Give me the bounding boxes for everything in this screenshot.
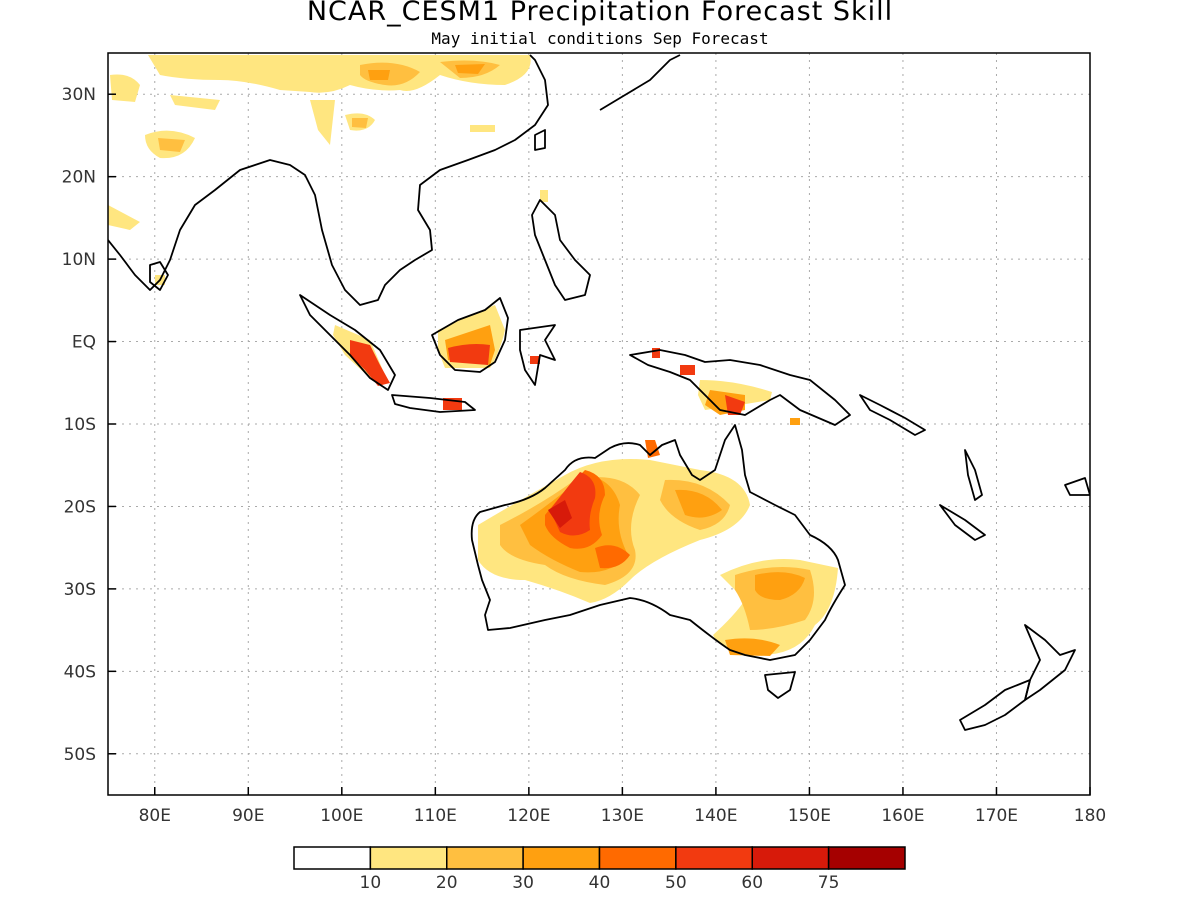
lon-tick-label: 160E: [881, 806, 924, 826]
lon-tick-label: 180: [1074, 806, 1106, 826]
new-guinea-coast: [629, 349, 851, 426]
nz-north-coast: [1024, 624, 1076, 701]
sumatra-coast: [299, 294, 396, 391]
sulawesi-coast: [519, 324, 556, 386]
colorbar-swatch: [446, 846, 524, 870]
colorbar-label: 50: [665, 873, 687, 893]
lon-tick-label: 130E: [601, 806, 644, 826]
colorbar-label: 60: [741, 873, 763, 893]
colorbar-label: 40: [589, 873, 611, 893]
lon-tick-label: 90E: [232, 806, 264, 826]
coastlines: [108, 54, 1090, 731]
solomons-coast: [859, 394, 926, 436]
colorbar-label: 30: [512, 873, 534, 893]
australia-coast: [470, 424, 846, 661]
lon-tick-label: 140E: [694, 806, 737, 826]
map-title: NCAR_CESM1 Precipitation Forecast Skill: [306, 0, 894, 27]
lon-tick-label: 110E: [414, 806, 457, 826]
asia-coast: [108, 54, 549, 306]
australia-skill: [478, 440, 838, 656]
tasmania-coast: [764, 671, 796, 699]
colorbar: 10 20 30 40 50 60 75: [293, 846, 906, 893]
lat-tick-label: 30N: [62, 85, 96, 105]
lat-tick-label: 50S: [64, 745, 96, 765]
lat-tick-label: 20N: [62, 168, 96, 188]
map-subtitle: May initial conditions Sep Forecast: [431, 29, 769, 48]
lon-tick-label: 80E: [139, 806, 171, 826]
lon-tick-label: 100E: [320, 806, 363, 826]
fiji-coast: [1064, 477, 1090, 496]
colorbar-swatch: [369, 846, 448, 870]
colorbar-label: 75: [818, 873, 840, 893]
nz-south-coast: [959, 679, 1031, 731]
lat-tick-label: 10N: [62, 250, 96, 270]
taiwan-coast: [534, 129, 546, 151]
borneo-coast: [431, 297, 509, 373]
sri-lanka-coast: [149, 261, 169, 291]
lat-tick-label: EQ: [72, 333, 96, 353]
colorbar-swatch: [598, 846, 677, 870]
longitude-axis: 80E 90E 100E 110E 120E 130E 140E 150E 160E 170E 18…: [139, 787, 1106, 826]
japan-coast: [599, 54, 681, 111]
lon-tick-label: 170E: [975, 806, 1018, 826]
lon-tick-label: 120E: [507, 806, 550, 826]
colorbar-swatch: [827, 846, 906, 870]
latitude-axis: 30N 20N 10N EQ 10S 20S 30S 40S 50S: [62, 85, 116, 765]
colorbar-swatch: [675, 846, 753, 870]
lat-tick-label: 40S: [64, 662, 96, 682]
asia-skill: [108, 55, 531, 285]
colorbar-label: 10: [360, 873, 382, 893]
vanuatu-coast: [964, 449, 983, 501]
colorbar-swatch: [751, 846, 830, 870]
new-caledonia-coast: [939, 504, 986, 541]
skill-shading: [108, 55, 838, 656]
colorbar-swatch: [293, 846, 372, 870]
lat-tick-label: 20S: [64, 497, 96, 517]
lat-tick-label: 10S: [64, 415, 96, 435]
lat-tick-label: 30S: [64, 580, 96, 600]
maritime-skill: [333, 190, 800, 425]
philippines-coast: [531, 199, 591, 301]
java-coast: [391, 394, 476, 413]
lon-tick-label: 150E: [788, 806, 831, 826]
colorbar-label: 20: [436, 873, 458, 893]
colorbar-swatch: [522, 846, 601, 870]
